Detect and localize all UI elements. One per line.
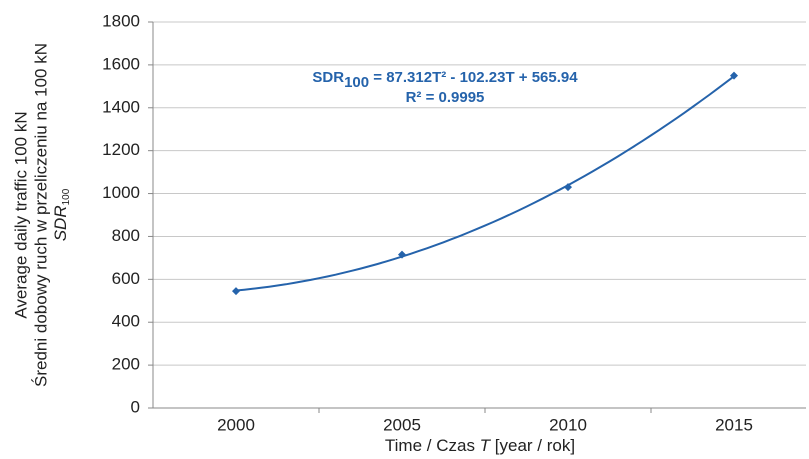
y-tick-label: 800 — [112, 226, 140, 245]
y-tick-label: 0 — [131, 397, 140, 416]
y-tick-label: 1200 — [102, 140, 140, 159]
y-label-symbol: SDR100 — [51, 188, 71, 241]
x-tick-label: 2005 — [383, 415, 421, 434]
equation-rhs: = 87.312T² - 102.23T + 565.94 — [369, 69, 578, 86]
trendline — [235, 75, 735, 292]
y-label-line: Average daily traffic 100 kN — [11, 111, 30, 318]
equation-lhs: SDR — [312, 69, 344, 86]
y-tick-label: 1800 — [102, 11, 140, 30]
r-squared: R² = 0.9995 — [406, 89, 485, 106]
subscript: 100 — [61, 188, 72, 205]
equation: SDR100 = 87.312T² - 102.23T + 565.94 — [312, 69, 578, 91]
y-tick-label: 1000 — [102, 183, 140, 202]
x-label-text: [year / rok] — [490, 436, 575, 455]
data-point — [398, 250, 406, 259]
data-point — [564, 183, 572, 192]
y-tick-label: 1600 — [102, 54, 140, 73]
x-label-text: Time / Czas — [385, 436, 480, 455]
equation-sub: 100 — [344, 74, 369, 91]
x-tick-label: 2010 — [549, 415, 587, 434]
symbol: SDR — [51, 205, 70, 241]
y-tick-label: 400 — [112, 312, 140, 331]
y-axis-label: Average daily traffic 100 kN Średni dobo… — [11, 43, 71, 387]
y-tick-label: 200 — [112, 355, 140, 374]
data-point — [730, 71, 738, 80]
x-axis-label: Time / Czas T [year / rok] — [385, 436, 575, 455]
x-tick-label: 2000 — [217, 415, 255, 434]
data-point — [232, 287, 240, 296]
y-tick-label: 1400 — [102, 97, 140, 116]
y-tick-label: 600 — [112, 269, 140, 288]
y-label-line: Średni dobowy ruch w przeliczeniu na 100… — [31, 43, 50, 387]
x-label-symbol: T — [480, 436, 492, 455]
x-tick-label: 2015 — [715, 415, 753, 434]
